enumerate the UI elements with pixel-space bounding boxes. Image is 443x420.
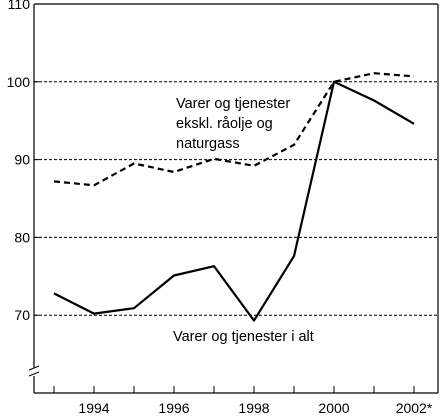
annotations: Varer og tjenester ekskl. råolje og naturg… (173, 96, 314, 345)
y-tick-label-70: 70 (14, 307, 30, 323)
axes (28, 3, 439, 394)
annotation-2-line-1: Varer og tjenester i alt (173, 329, 314, 345)
axis-break-mark-lower (28, 371, 40, 377)
y-tick-label-110: 110 (8, 0, 31, 12)
series-line-2 (53, 72, 415, 187)
y-tick-label-90: 90 (14, 152, 30, 168)
axis-break-gap (28, 368, 40, 376)
series-line-1 (53, 80, 415, 322)
annotation-1-line-2: ekskl. råolje og (176, 116, 273, 132)
gridlines (34, 81, 438, 316)
tick-labels: 70 80 90 100 110 1994 1996 1998 2000 2002* (7, 0, 433, 416)
x-tick-label-2002: 2002* (396, 400, 433, 416)
x-tick-label-1994: 1994 (78, 400, 109, 416)
axis-break-mark-upper (28, 365, 40, 371)
series-lines (53, 72, 415, 322)
x-tick-label-1996: 1996 (158, 400, 189, 416)
y-tick-label-100: 100 (7, 74, 31, 90)
annotation-1-line-1: Varer og tjenester (176, 96, 290, 112)
annotation-1-line-3: naturgass (176, 136, 240, 152)
x-tick-label-2000: 2000 (318, 400, 349, 416)
y-tick-label-80: 80 (14, 229, 30, 245)
x-tick-label-1998: 1998 (238, 400, 269, 416)
